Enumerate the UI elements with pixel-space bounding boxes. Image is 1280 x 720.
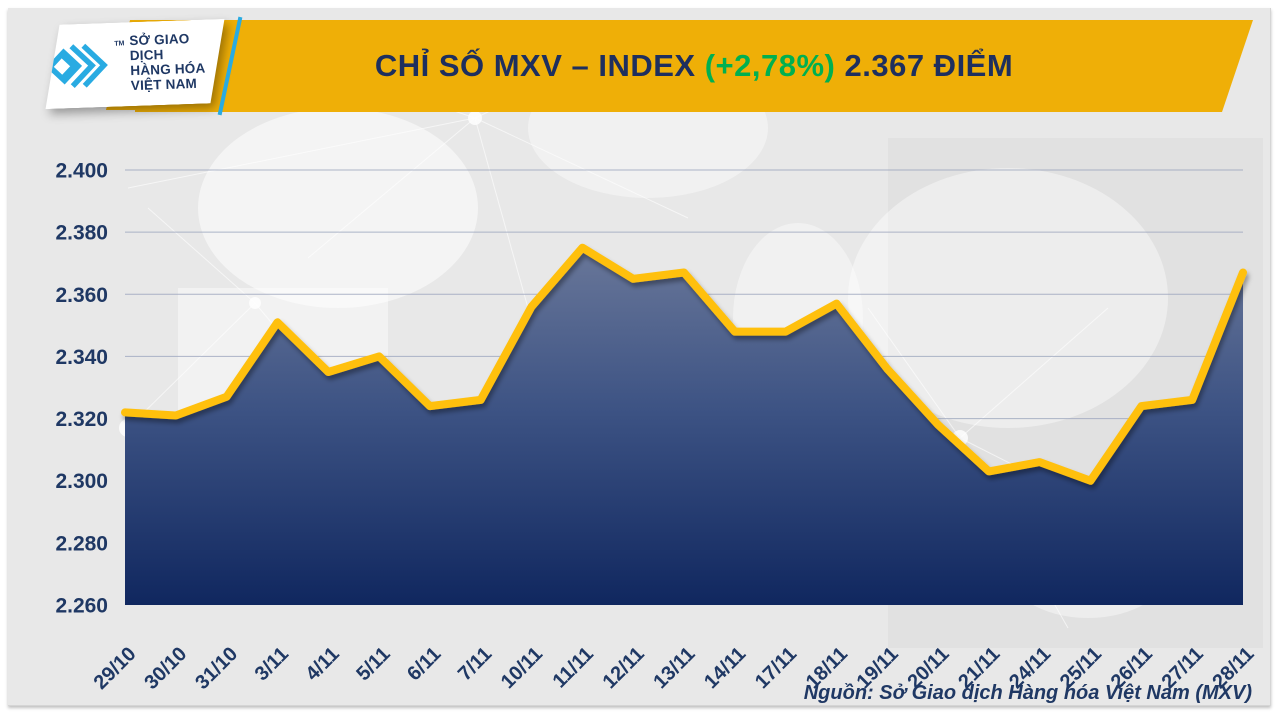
area-fill: [125, 247, 1243, 605]
x-tick-label: 31/10: [191, 643, 242, 694]
x-tick-label: 6/11: [403, 643, 445, 685]
x-tick-label: 11/11: [549, 643, 598, 692]
index-line: [121, 243, 1247, 485]
x-tick-label: 14/11: [700, 643, 750, 693]
x-tick-label: 4/11: [302, 643, 344, 685]
title-percent-change: (+2,78%): [704, 48, 836, 83]
x-tick-label: 30/10: [140, 643, 191, 694]
y-tick-label: 2.340: [55, 346, 108, 369]
title-main: CHỈ SỐ MXV – INDEX: [374, 48, 705, 83]
y-tick-label: 2.360: [55, 284, 108, 307]
source-note: Nguồn: Sở Giao dịch Hàng hóa Việt Nam (M…: [803, 682, 1252, 704]
x-tick-label: 7/11: [454, 643, 496, 685]
y-tick-label: 2.300: [55, 470, 108, 493]
y-axis-labels: 2.400 2.380 2.360 2.340 2.320 2.300 2.280 2.260: [55, 160, 108, 618]
x-tick-label: 3/11: [251, 643, 293, 685]
x-tick-label: 13/11: [649, 643, 699, 693]
title-index-value: 2.367 ĐIỂM: [835, 48, 1014, 83]
x-tick-label: 17/11: [751, 643, 801, 693]
x-tick-label: 12/11: [599, 643, 649, 693]
mxv-logo-icon: [49, 39, 111, 93]
mxv-logo-card: TM SỞ GIAO DỊCH HÀNG HÓA VIỆT NAM: [43, 19, 228, 109]
y-tick-label: 2.400: [55, 160, 108, 183]
x-tick-label: 29/10: [90, 643, 141, 694]
y-tick-label: 2.280: [55, 532, 108, 555]
y-tick-label: 2.320: [55, 408, 108, 431]
logo-card-wrap: TM SỞ GIAO DỊCH HÀNG HÓA VIỆT NAM: [44, 22, 226, 106]
title-banner: CHỈ SỐ MXV – INDEX (+2,78%) 2.367 ĐIỂM: [135, 20, 1253, 112]
page-title: CHỈ SỐ MXV – INDEX (+2,78%) 2.367 ĐIỂM: [375, 48, 1013, 84]
x-tick-label: 5/11: [352, 643, 394, 685]
y-tick-label: 2.380: [55, 222, 108, 245]
y-tick-label: 2.260: [55, 595, 108, 618]
x-tick-label: 10/11: [497, 643, 547, 693]
